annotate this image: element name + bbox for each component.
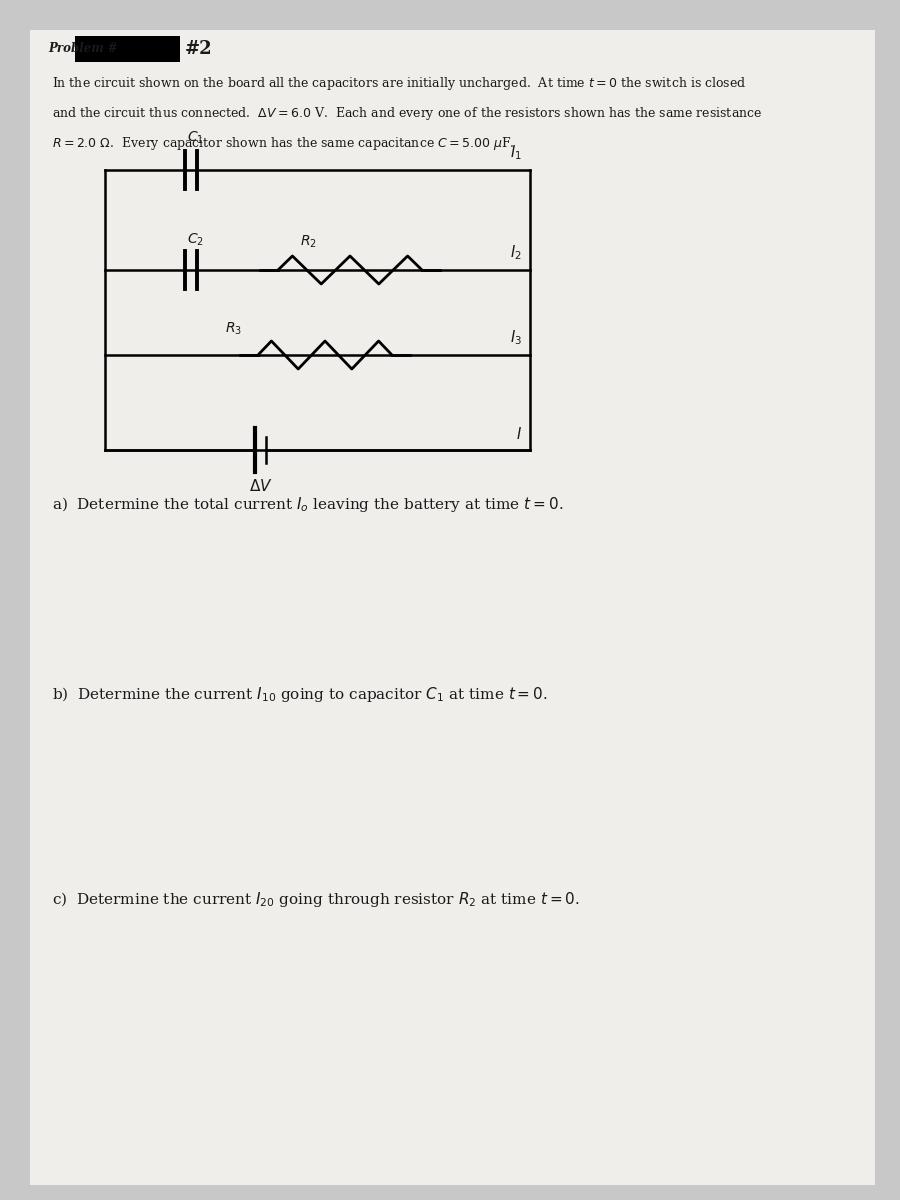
Text: $I_2$: $I_2$: [510, 244, 522, 262]
Text: $I_1$: $I_1$: [510, 143, 522, 162]
Text: In the circuit shown on the board all the capacitors are initially uncharged.  A: In the circuit shown on the board all th…: [52, 74, 746, 92]
Text: c)  Determine the current $\mathbf{\mathit{I_{20}}}$ going through resistor $R_2: c) Determine the current $\mathbf{\mathi…: [52, 890, 580, 910]
Text: $R=2.0\ \Omega$.  Every capacitor shown has the same capacitance $C=5.00\ \mu$F.: $R=2.0\ \Omega$. Every capacitor shown h…: [52, 134, 515, 152]
Text: #2: #2: [185, 40, 212, 58]
Text: a)  Determine the total current $\mathbf{\mathit{I_o}}$ leaving the battery at t: a) Determine the total current $\mathbf{…: [52, 494, 563, 514]
Text: $\Delta V$: $\Delta V$: [249, 478, 273, 494]
Text: $C_1$: $C_1$: [187, 130, 204, 146]
Text: $R_3$: $R_3$: [225, 320, 242, 337]
Text: and the circuit thus connected.  $\Delta V=6.0$ V.  Each and every one of the re: and the circuit thus connected. $\Delta …: [52, 104, 762, 122]
Text: $I$: $I$: [516, 426, 522, 442]
Text: $R_2$: $R_2$: [300, 234, 317, 250]
Text: b)  Determine the current $\mathbf{\mathit{I_{10}}}$ going to capacitor $C_1$ at: b) Determine the current $\mathbf{\mathi…: [52, 685, 548, 704]
Text: $I_3$: $I_3$: [510, 329, 522, 347]
Text: $C_2$: $C_2$: [187, 232, 204, 248]
Text: Problem #: Problem #: [48, 42, 118, 55]
Bar: [75, 36, 180, 62]
